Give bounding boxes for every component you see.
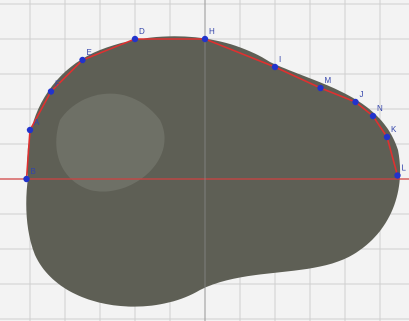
point-label: B [31,167,36,176]
point-label: L [402,164,407,173]
point-label: D [139,27,145,36]
point-label: F [55,80,60,89]
graph-view: B A F E D H I M J N K L [0,0,409,321]
page: {"points": [ {"label": "B", "x": -5.1, "… [0,0,409,321]
point [317,85,323,91]
point [27,127,33,133]
point [272,64,278,70]
point [202,36,208,42]
point [23,176,29,182]
point-label: A [34,118,40,127]
point-label: J [360,90,364,99]
point-label: K [391,125,397,134]
point [48,88,54,94]
point-label: E [87,48,92,57]
point [132,36,138,42]
point [384,134,390,140]
point [394,172,400,178]
point [352,99,358,105]
point-label: I [279,55,281,64]
point [79,57,85,63]
point-label: H [209,27,215,36]
point-label: M [325,76,332,85]
point-label: N [377,104,383,113]
point [370,113,376,119]
